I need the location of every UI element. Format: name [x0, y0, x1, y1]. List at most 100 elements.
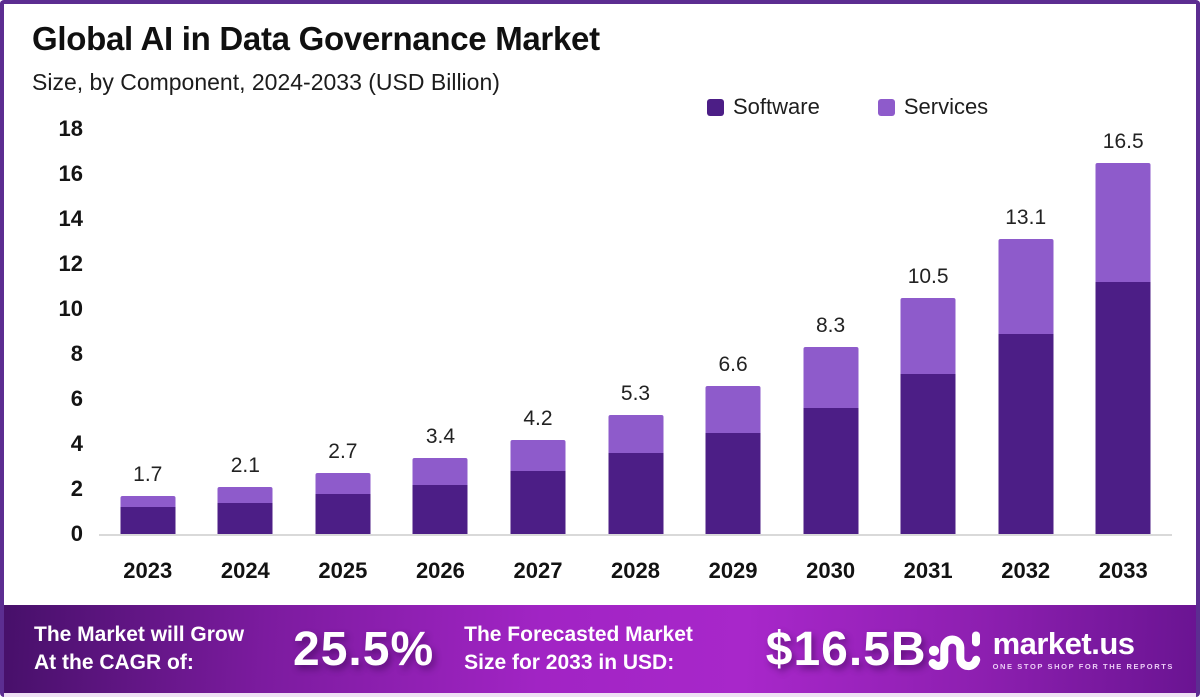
cagr-label-line1: The Market will Grow [34, 623, 245, 647]
bar-column-2027: 4.2 2027 [489, 131, 587, 583]
forecast-label-line1: The Forecasted Market [464, 623, 693, 647]
y-axis-tick: 8 [70, 341, 83, 366]
bar-column-2028: 5.3 2028 [587, 131, 685, 583]
bar-value-label: 4.2 [523, 406, 553, 430]
x-axis-label: 2027 [513, 558, 563, 583]
stacked-bar [705, 385, 761, 534]
bar-value-label: 10.5 [907, 264, 949, 288]
bar-column-2033: 16.5 2033 [1074, 129, 1172, 583]
bar-segment-software [900, 374, 956, 534]
bar-column-2025: 2.7 2025 [294, 131, 392, 583]
bar-segment-services [608, 414, 663, 453]
bar-segment-services [120, 495, 176, 507]
bar-column-2024: 2.1 2024 [197, 131, 295, 583]
bar-column-2029: 6.6 2029 [684, 131, 782, 583]
software-swatch-icon [707, 98, 724, 116]
chart-subtitle: Size, by Component, 2024-2033 (USD Billi… [32, 69, 500, 95]
stacked-bar [803, 347, 859, 534]
bars-container: 1.7 2023 2.1 2024 2.7 2025 3.4 2026 4.2 2027 5.3 20… [99, 129, 1172, 583]
y-axis-tick: 0 [70, 521, 83, 546]
bar-segment-software [120, 507, 176, 534]
plot-area: 1.7 2023 2.1 2024 2.7 2025 3.4 2026 4.2 2027 5.3 20… [59, 116, 1172, 583]
bar-column-2026: 3.4 2026 [392, 131, 490, 583]
stacked-bar [900, 297, 956, 534]
y-axis-tick: 10 [58, 296, 83, 321]
y-axis-tick: 4 [70, 431, 83, 456]
legend-label-software: Software [733, 94, 820, 119]
y-axis-tick: 6 [70, 386, 83, 411]
stacked-bar [217, 486, 273, 534]
bar-segment-software [998, 333, 1054, 534]
bar-value-label: 8.3 [816, 314, 846, 338]
bar-value-label: 3.4 [425, 424, 456, 448]
x-axis-label: 2030 [806, 558, 856, 583]
bar-value-label: 16.5 [1102, 129, 1144, 153]
bar-segment-software [412, 484, 468, 534]
bar-segment-services [510, 439, 566, 471]
stacked-bar [1095, 162, 1151, 534]
y-axis-tick: 14 [58, 206, 83, 231]
footer-banner: The Market will Grow At the CAGR of: 25.… [4, 605, 1196, 693]
cagr-label-line2: At the CAGR of: [34, 651, 194, 674]
legend-label-services: Services [903, 94, 989, 119]
x-axis-label: 2031 [903, 558, 953, 583]
marketus-logo: market.us ONE STOP SHOP FOR THE REPORTS [927, 624, 1174, 674]
x-axis-label: 2025 [318, 558, 368, 583]
bar-value-label: 13.1 [1005, 206, 1047, 230]
stacked-bar [412, 457, 468, 534]
bar-segment-software [510, 471, 566, 534]
bar-segment-software [1095, 282, 1151, 534]
legend-item-software: Software [707, 94, 820, 120]
bar-segment-services [900, 297, 956, 375]
y-axis-tick: 16 [58, 161, 83, 186]
bar-segment-software [803, 408, 859, 534]
bar-segment-services [1095, 162, 1151, 282]
page-title: Global AI in Data Governance Market [32, 20, 600, 57]
marketus-logo-icon [928, 631, 980, 671]
cagr-value: 25.5% [293, 622, 435, 676]
y-axis-tick: 12 [58, 251, 83, 276]
stacked-bar [510, 439, 566, 534]
bar-column-2030: 8.3 2030 [782, 131, 880, 583]
bar-segment-services [412, 457, 468, 485]
bar-segment-services [217, 486, 273, 503]
bar-column-2023: 1.7 2023 [99, 131, 197, 583]
x-axis-label: 2033 [1098, 558, 1148, 583]
logo-tagline: ONE STOP SHOP FOR THE REPORTS [992, 661, 1174, 671]
bar-value-label: 2.7 [328, 440, 358, 464]
x-axis-label: 2023 [123, 558, 173, 583]
bar-column-2031: 10.5 2031 [879, 131, 977, 583]
cagr-label: The Market will Grow At the CAGR of: [34, 621, 287, 676]
legend-item-services: Services [877, 94, 989, 120]
stacked-bar [315, 473, 371, 534]
y-axis-tick: 18 [58, 116, 83, 141]
bar-segment-services [705, 385, 761, 433]
forecast-label: The Forecasted Market Size for 2033 in U… [464, 621, 756, 676]
logo-text: market.us [992, 625, 1135, 661]
services-swatch-icon [877, 98, 895, 116]
x-axis-label: 2024 [220, 558, 270, 583]
legend: Software Services [707, 94, 988, 120]
bar-value-label: 6.6 [718, 352, 748, 376]
x-axis-label: 2029 [708, 558, 758, 583]
stacked-bar [998, 239, 1054, 534]
x-axis-label: 2026 [415, 558, 465, 583]
bottom-edge [4, 693, 1196, 697]
bar-value-label: 2.1 [230, 453, 260, 477]
chart-area: Global AI in Data Governance Market Size… [4, 4, 1196, 605]
stacked-bar [120, 495, 176, 534]
bar-value-label: 1.7 [133, 462, 163, 486]
y-axis-tick: 2 [70, 476, 83, 501]
stacked-bar [608, 414, 663, 534]
bar-column-2032: 13.1 2032 [977, 131, 1075, 583]
bar-segment-software [217, 502, 273, 534]
bar-value-label: 5.3 [620, 381, 651, 405]
forecast-label-line2: Size for 2033 in USD: [464, 651, 675, 674]
bar-segment-software [608, 453, 663, 534]
bar-segment-services [803, 347, 859, 408]
bar-segment-software [315, 493, 371, 534]
x-axis-label: 2028 [611, 558, 660, 583]
bar-segment-services [998, 239, 1054, 334]
x-axis-label: 2032 [1001, 558, 1051, 583]
